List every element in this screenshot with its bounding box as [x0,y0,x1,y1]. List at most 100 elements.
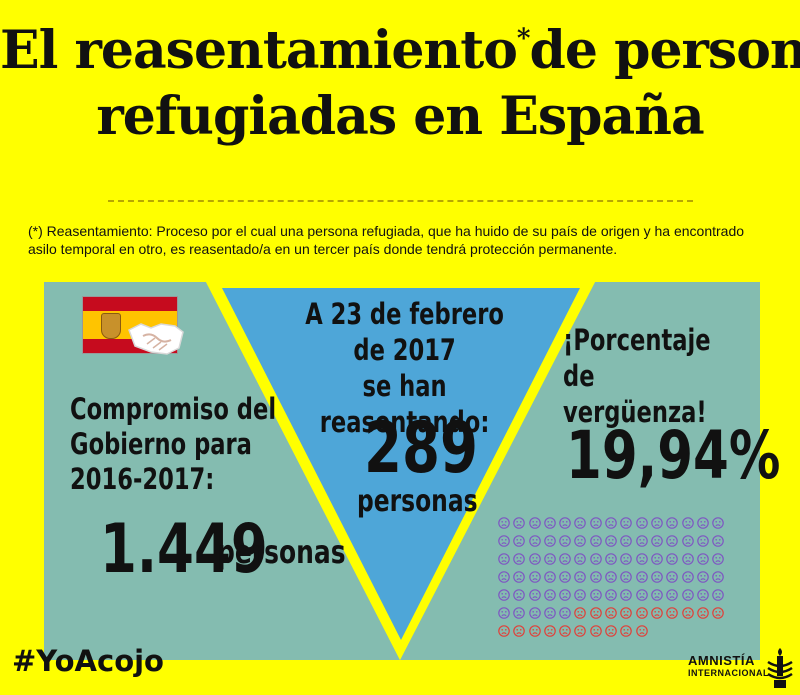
sad-face-icon [528,535,541,547]
sad-face-icon [620,553,633,565]
sad-face-icon [574,535,587,547]
divider [108,200,693,202]
sad-face-icon [620,589,633,601]
sad-face-icon [513,535,526,547]
sad-face-icon [559,535,571,547]
sad-face-icon [605,589,617,601]
sad-face-icon [712,571,724,583]
sad-face-icon [651,571,663,583]
definition-note: (*) Reasentamiento: Proceso por el cual … [28,223,745,257]
handshake-icon [128,323,184,355]
center-number: 289 [364,407,478,489]
sad-face-icon [681,571,694,583]
sad-face-icon [620,535,633,547]
left-panel-shape [44,282,400,660]
sad-face-icon [574,553,587,565]
left-number: 1.449 [100,510,268,589]
sad-face-icon [635,553,648,565]
sad-face-icon [635,535,648,547]
sad-face-icon [666,517,679,529]
sad-face-icon [712,535,724,547]
sad-face-icon [528,571,541,583]
sad-face-icon [712,607,724,619]
left-heading-line-2: Gobierno para [70,427,252,461]
sad-face-icon [574,589,587,601]
sad-face-icon [528,589,541,601]
left-heading-line-1: Compromiso del [70,392,277,426]
sad-face-icon [697,517,709,529]
sad-face-icon [620,571,633,583]
sad-face-icon [513,517,526,529]
sad-face-icon [605,607,617,619]
sad-face-icon [559,625,571,637]
sad-face-icon [620,517,633,529]
title-asterisk: * [516,24,531,54]
sad-face-icon [681,589,694,601]
sad-face-icon [589,625,602,637]
sad-face-icon [666,571,679,583]
right-heading: ¡Porcentaje de vergüenza! [563,322,748,430]
sad-face-icon [681,517,694,529]
sad-face-icon [498,553,510,565]
sad-face-icon [635,625,648,637]
right-panel-shape [400,282,760,660]
sad-face-icon [651,553,663,565]
sad-face-icon [712,517,724,529]
title-part-2: de personas [529,20,800,81]
amnesty-logo-text: AMNISTÍA INTERNACIONAL [688,654,769,680]
center-unit: personas [357,484,478,519]
sad-face-icon [589,571,602,583]
sad-face-icon [697,589,709,601]
sad-face-icon [589,607,602,619]
sad-face-icon [513,553,526,565]
sad-face-icon [589,553,602,565]
sad-face-icon [544,517,556,529]
center-heading: A 23 de febrero de 2017 se han reasentan… [286,296,523,440]
sad-face-icon [697,535,709,547]
sad-face-icon [697,571,709,583]
sad-face-icon [635,517,648,529]
sad-face-icon [620,625,633,637]
sad-face-icon [666,589,679,601]
sad-face-icon [559,607,571,619]
sad-face-icon [544,625,556,637]
left-heading-line-3: 2016-2017: [70,462,215,496]
sad-face-icon [635,607,648,619]
sad-face-icon [697,553,709,565]
right-heading-line-1: ¡Porcentaje de [563,323,711,393]
sad-face-icon [498,589,510,601]
sad-face-icon [574,607,587,619]
logo-line-2: INTERNACIONAL [688,668,769,678]
sad-face-icon [544,553,556,565]
sad-face-icon [712,553,724,565]
sad-face-icon [574,571,587,583]
amnesty-candle-icon [767,648,793,688]
sad-face-icon [574,517,587,529]
logo-line-1: AMNISTÍA [688,653,755,668]
left-unit: personas [217,533,346,571]
sad-face-icon [605,571,617,583]
center-heading-line-1: A 23 de febrero de 2017 [305,297,504,367]
sad-face-icon [605,535,617,547]
sad-face-icon [513,571,526,583]
page-title: El reasentamiento*de personas refugiadas… [0,18,800,150]
sad-face-icon [651,607,663,619]
sad-face-icon [544,589,556,601]
sad-face-icon [559,589,571,601]
sad-face-icon [605,553,617,565]
right-heading-line-2: vergüenza! [563,395,707,429]
sad-face-icon [589,589,602,601]
center-panel-shape [222,288,580,640]
sad-face-icon [589,535,602,547]
title-line-2: refugiadas en España [96,86,704,147]
sad-face-icon [666,607,679,619]
sad-face-icon [528,553,541,565]
sad-face-icon [513,607,526,619]
sad-face-icon [528,607,541,619]
sad-face-icon [513,625,526,637]
sad-face-icon [651,535,663,547]
sad-face-icon [528,625,541,637]
sad-face-icon [498,517,510,529]
sad-face-icon [681,535,694,547]
